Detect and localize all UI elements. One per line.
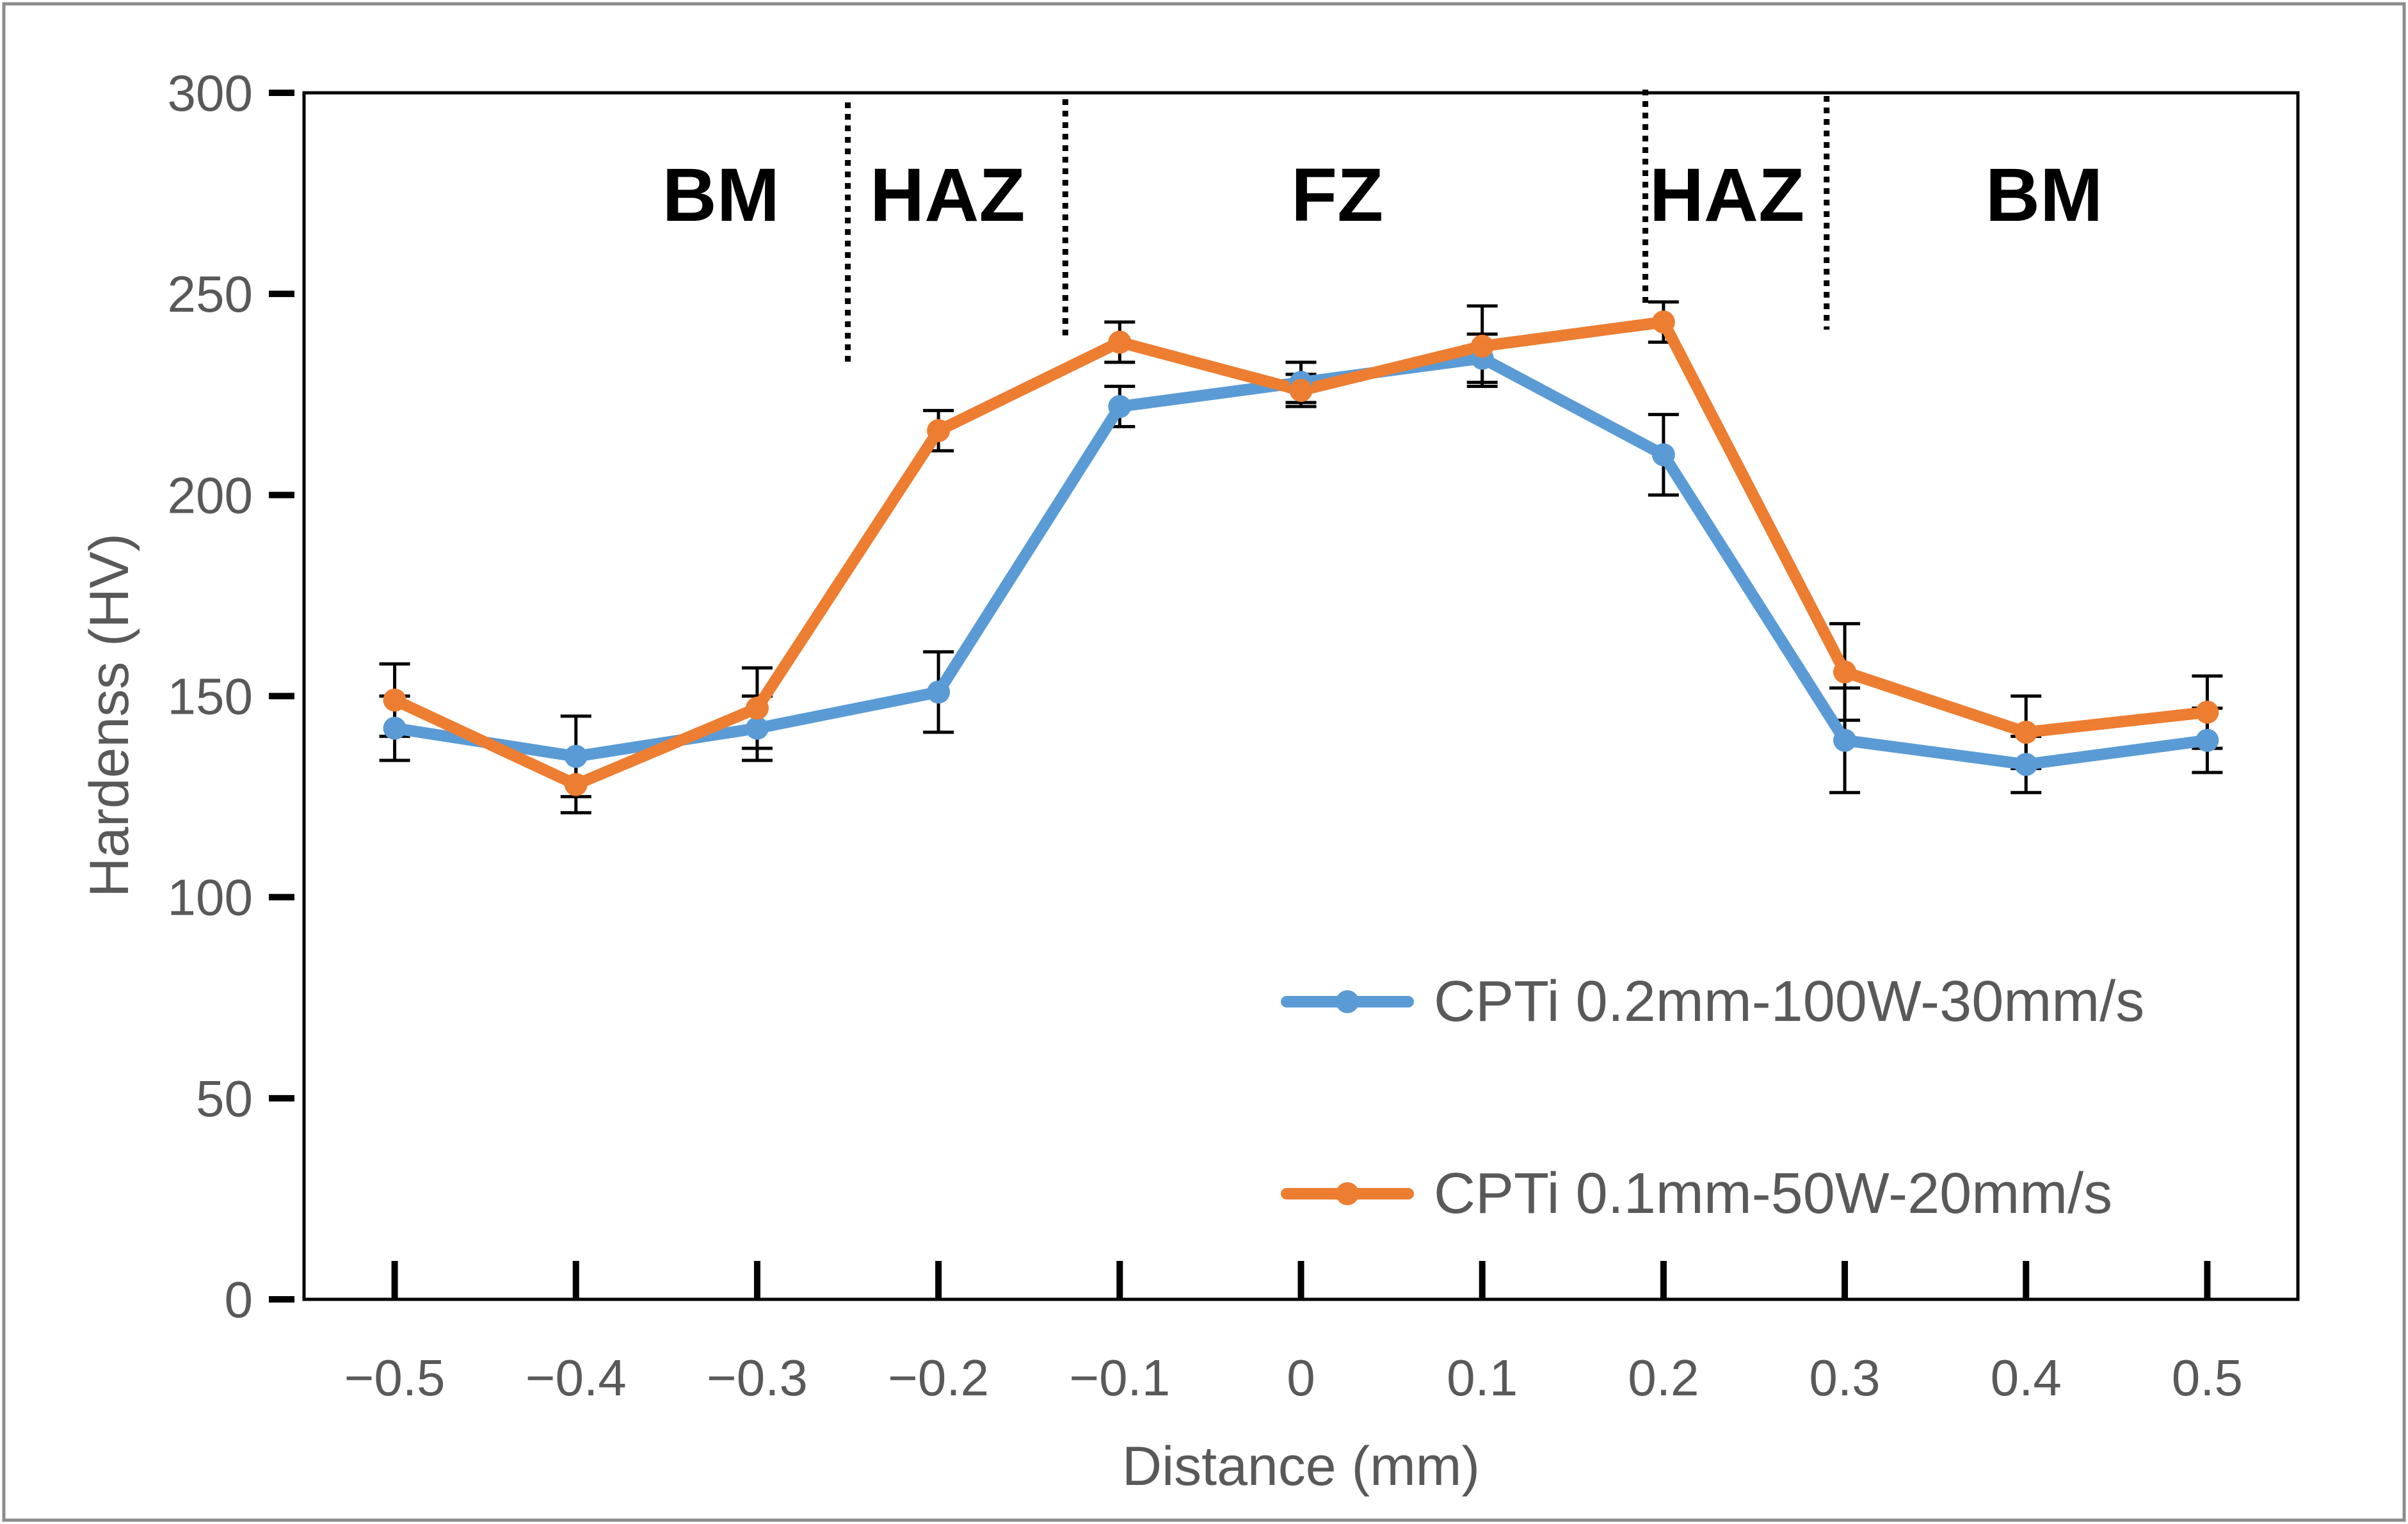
x-tick-label: 0.3 [1809,1349,1880,1406]
zone-label: HAZ [870,153,1025,237]
data-point [2195,700,2219,724]
data-point [1651,443,1675,467]
x-tick-label: 0.1 [1447,1349,1518,1406]
x-tick-label: −0.3 [707,1349,808,1406]
x-tick-label: 0.5 [2172,1349,2243,1406]
data-point [745,696,769,720]
x-tick-label: 0.4 [1991,1349,2062,1406]
data-point [564,773,588,796]
zone-label: FZ [1291,153,1383,237]
data-point [2195,728,2219,752]
legend-label: CPTi 0.1mm-50W-20mm/s [1434,1162,2112,1226]
data-point [564,744,588,768]
x-axis-title: Distance (mm) [1122,1436,1480,1497]
y-tick-label: 200 [168,467,253,524]
y-tick-label: 250 [168,266,253,323]
x-tick-label: 0 [1287,1349,1315,1406]
x-tick-label: −0.1 [1069,1349,1170,1406]
data-point [745,716,769,740]
y-tick-label: 100 [168,869,253,926]
data-point [1470,334,1494,358]
x-tick-label: −0.4 [526,1349,627,1406]
data-point [1108,330,1132,354]
x-tick-label: −0.2 [888,1349,989,1406]
x-tick-label: 0.2 [1628,1349,1699,1406]
data-point [927,680,951,704]
y-tick-label: 300 [168,65,253,122]
legend-swatch-marker [1336,1182,1359,1205]
data-point [2014,753,2038,776]
y-axis-title: Hardenss (HV) [79,533,140,897]
zone-label: BM [1986,153,2103,237]
legend-swatch-marker [1336,990,1359,1013]
data-point [2014,721,2038,744]
x-tick-label: −0.5 [344,1349,445,1406]
zone-label: BM [662,153,780,237]
data-point [383,688,406,712]
data-point [1289,378,1313,402]
legend-label: CPTi 0.2mm-100W-30mm/s [1434,970,2144,1034]
data-point [383,716,406,740]
y-tick-label: 0 [225,1271,253,1328]
data-point [1833,728,1857,752]
data-point [1833,660,1857,684]
y-tick-label: 50 [196,1070,253,1127]
data-point [1108,395,1132,419]
data-point [927,419,951,442]
data-point [1651,310,1675,334]
y-tick-label: 150 [168,668,253,725]
zone-label: HAZ [1649,153,1805,237]
